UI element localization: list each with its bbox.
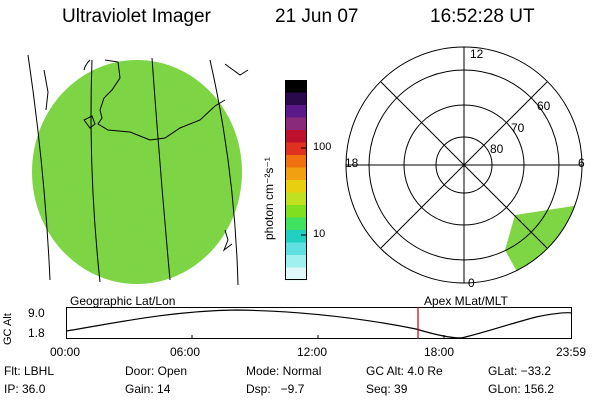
status-glat: GLat: −33.2 bbox=[488, 364, 552, 378]
gc-alt-axis-label: GC Alt bbox=[2, 313, 14, 345]
polar-label-80: 80 bbox=[490, 142, 504, 156]
earth-disk-image bbox=[27, 54, 249, 286]
status-filter: Flt: LBHL bbox=[4, 364, 55, 378]
altitude-curve bbox=[65, 309, 573, 339]
time-tick-3: 18:00 bbox=[424, 345, 455, 359]
polar-label-12: 12 bbox=[470, 47, 484, 61]
intensity-colorbar bbox=[285, 80, 307, 281]
graticule-lines bbox=[27, 54, 239, 286]
colorbar-band bbox=[285, 167, 307, 181]
header-date: 21 Jun 07 bbox=[275, 6, 359, 27]
alt-tick-high: 9.0 bbox=[28, 306, 45, 320]
time-tick-2: 12:00 bbox=[297, 345, 328, 359]
status-glon: GLon: 156.2 bbox=[488, 382, 555, 396]
colorbar-band bbox=[285, 130, 307, 143]
colorbar-band bbox=[285, 255, 307, 268]
apex-label: Apex MLat/MLT bbox=[424, 294, 508, 308]
polar-label-70: 70 bbox=[511, 121, 525, 135]
alt-tick-low: 1.8 bbox=[28, 326, 45, 340]
altitude-timeline bbox=[65, 307, 573, 339]
status-dsp: Dsp: −9.7 bbox=[246, 382, 305, 396]
colorbar-band bbox=[285, 142, 307, 156]
coastline bbox=[43, 59, 249, 252]
colorbar-band bbox=[285, 80, 307, 93]
app-title: Ultraviolet Imager bbox=[62, 6, 211, 27]
time-tick-0: 00:00 bbox=[50, 345, 81, 359]
status-gain: Gain: 14 bbox=[125, 382, 171, 396]
colorbar-band bbox=[285, 205, 307, 218]
colorbar-tick-100: 100 bbox=[313, 141, 332, 153]
polar-label-60: 60 bbox=[537, 99, 551, 113]
colorbar-band bbox=[285, 180, 307, 193]
colorbar-tick-10: 10 bbox=[313, 228, 326, 240]
status-door: Door: Open bbox=[125, 364, 188, 378]
geographic-label: Geographic Lat/Lon bbox=[70, 294, 176, 308]
status-seq: Seq: 39 bbox=[366, 382, 408, 396]
colorbar-band bbox=[285, 117, 307, 131]
status-ip: IP: 36.0 bbox=[4, 382, 46, 396]
polar-label-18: 18 bbox=[345, 156, 359, 170]
status-gc-alt: GC Alt: 4.0 Re bbox=[366, 364, 443, 378]
time-tick-1: 06:00 bbox=[170, 345, 201, 359]
time-tick-4: 23:59 bbox=[556, 345, 587, 359]
colorbar-band bbox=[285, 192, 307, 206]
colorbar-band bbox=[285, 267, 307, 281]
colorbar-band bbox=[285, 230, 307, 243]
colorbar-band bbox=[285, 242, 307, 256]
colorbar-band bbox=[285, 105, 307, 118]
polar-grid bbox=[345, 46, 583, 284]
colorbar-band bbox=[285, 217, 307, 231]
status-mode: Mode: Normal bbox=[246, 364, 322, 378]
polar-label-6: 6 bbox=[578, 156, 585, 170]
colorbar-band bbox=[285, 92, 307, 106]
polar-label-0: 0 bbox=[468, 276, 475, 290]
colorbar-band bbox=[285, 155, 307, 168]
polar-mlt-plot bbox=[345, 46, 583, 284]
colorbar-unit-label: photon cm⁻²s⁻¹ bbox=[262, 157, 276, 240]
header-time: 16:52:28 UT bbox=[430, 6, 535, 27]
